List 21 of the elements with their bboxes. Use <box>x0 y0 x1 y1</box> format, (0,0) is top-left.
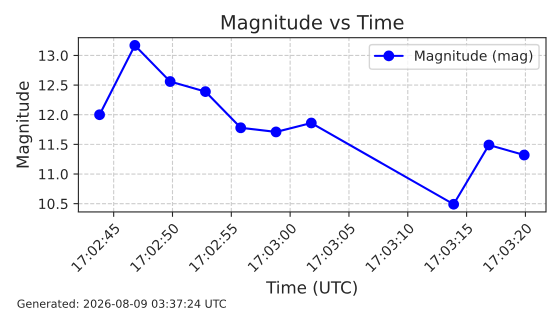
chart-title: Magnitude vs Time <box>222 14 404 34</box>
point <box>270 126 282 138</box>
point <box>200 86 211 97</box>
x-axis-title: Time (UTC) <box>266 280 357 296</box>
y-tick-label: 13.0 <box>39 50 68 61</box>
text: Generated: 2026-08-09 03:37:24 UTC <box>17 299 226 308</box>
y-tick-label: 10.5 <box>39 198 68 210</box>
point <box>94 109 105 120</box>
point <box>448 198 460 210</box>
point <box>518 150 530 160</box>
point <box>164 76 176 87</box>
y-tick-label: 11.0 <box>39 168 68 180</box>
y-tick-label: 12.5 <box>39 80 68 91</box>
point <box>306 118 317 128</box>
y-tick-label: 12.0 <box>39 110 68 120</box>
point <box>129 40 140 51</box>
legend-label: Magnitude (mag) <box>415 50 532 64</box>
y-tick-label: 11.5 <box>39 140 68 150</box>
point <box>484 140 494 150</box>
y-axis-title: Magnitude <box>16 82 32 168</box>
point <box>235 122 246 134</box>
